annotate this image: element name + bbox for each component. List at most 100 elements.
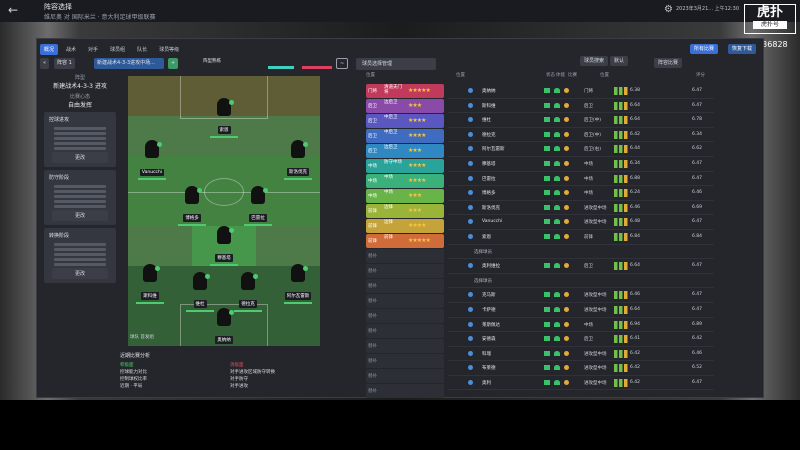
table-row[interactable]: 选择球员 <box>448 274 714 289</box>
toggle-button[interactable]: ~ <box>336 58 348 69</box>
instruction-edit-button[interactable]: 更改 <box>52 210 108 221</box>
tab-item[interactable]: 队长 <box>137 47 148 53</box>
role-slot[interactable]: 后卫 中后卫 ★★★★ <box>366 114 444 128</box>
role-slot[interactable]: 替补 <box>366 339 444 353</box>
pitch-player[interactable]: 德拉克 <box>228 272 268 312</box>
table-row[interactable]: 科瑞 进攻型中场 6.42 6.46 <box>448 347 714 362</box>
table-row[interactable]: 选择球员 <box>448 245 714 260</box>
role-slot[interactable]: 后卫 边后卫 ★★★ <box>366 99 444 113</box>
role-slot[interactable]: 前锋 边锋 ★★★ <box>366 204 444 218</box>
table-row[interactable]: Vanucchi 进攻型中场 6.48 6.47 <box>448 215 714 230</box>
role-slot[interactable]: 替补 <box>366 264 444 278</box>
role-stars: ★★★★ <box>408 132 426 139</box>
formation-select[interactable]: 阵容 1 <box>54 58 75 69</box>
role-slot[interactable]: 替补 <box>366 279 444 293</box>
table-row[interactable]: 奥利 进攻型中场 6.42 6.47 <box>448 376 714 391</box>
table-row[interactable]: 穆基塔 中场 6.34 6.47 <box>448 157 714 172</box>
role-slot[interactable]: 替补 <box>366 354 444 368</box>
role-slot[interactable]: 替补 <box>366 324 444 338</box>
pitch-player[interactable]: 巴雷拉 <box>238 186 278 226</box>
table-row[interactable]: 安德森 后卫 6.41 6.42 <box>448 332 714 347</box>
role-slot[interactable]: 中场 防守中场 ★★★★ <box>366 159 444 173</box>
column-header[interactable]: 位置 <box>366 73 375 78</box>
role-slot[interactable]: 前锋 边锋 ★★★★ <box>366 219 444 233</box>
pitch-player[interactable]: 阿尔瓦雷斯 <box>278 264 318 304</box>
table-row[interactable]: 索恩 前锋 6.84 6.84 <box>448 230 714 245</box>
all-matches-button[interactable]: 所有比赛 <box>690 44 719 54</box>
mentality-value[interactable]: 自由发挥 <box>67 102 92 109</box>
restore-button[interactable]: 恢复下载 <box>728 44 757 54</box>
role-key: 后卫 <box>368 104 377 109</box>
table-row[interactable]: 博格多 中场 6.24 6.46 <box>448 186 714 201</box>
role-slot[interactable]: 中场 中场 ★★★ <box>366 189 444 203</box>
role-slot[interactable]: 替补 <box>366 294 444 308</box>
table-row[interactable]: 斯洛伐克 进攻型中场 6.46 6.69 <box>448 201 714 216</box>
pitch-player[interactable]: 索恩 <box>204 98 244 138</box>
filter-button[interactable]: 默认 <box>610 56 629 66</box>
player-selector[interactable]: 球员选择管理 <box>356 58 436 70</box>
role-slot[interactable]: 后卫 中后卫 ★★★★ <box>366 129 444 143</box>
player-silhouette-icon <box>241 272 255 290</box>
column-header[interactable]: 位置 <box>600 73 609 78</box>
condition-icon <box>544 219 550 225</box>
table-row[interactable]: 巴雷拉 中场 6.88 6.47 <box>448 172 714 187</box>
morale-icon <box>564 321 569 327</box>
match-button[interactable]: 阵容比赛 <box>654 58 683 68</box>
role-slot[interactable]: 前锋 前锋 ★★★★★ <box>366 234 444 248</box>
column-header[interactable]: 评分 <box>696 73 705 78</box>
player-name: 维杜 <box>482 118 491 124</box>
table-row[interactable]: 卡萨德 进攻型中场 6.64 6.47 <box>448 303 714 318</box>
select-icon <box>468 321 473 327</box>
role-slot[interactable]: 替补 <box>366 369 444 383</box>
tactic-value[interactable]: 新建战术4-3-3 进攻 <box>53 83 107 90</box>
table-row[interactable]: 斯科维 后卫 6.64 6.47 <box>448 99 714 114</box>
pitch-player[interactable]: 维杜 <box>180 272 220 312</box>
instruction-line <box>54 142 106 145</box>
table-row[interactable]: 奥纳纳 门将 6.38 6.47 <box>448 84 714 99</box>
instruction-edit-button[interactable]: 更改 <box>52 152 108 163</box>
settings-icon[interactable]: ⚙ <box>664 4 673 15</box>
role-slot[interactable]: 后卫 边后卫 ★★★ <box>366 144 444 158</box>
table-row[interactable]: 克马斯 进攻型中场 6.46 6.47 <box>448 288 714 303</box>
role-slot[interactable]: 中场 中场 ★★★★ <box>366 174 444 188</box>
role-stars: ★★★ <box>408 102 422 109</box>
instruction-edit-button[interactable]: 更改 <box>52 268 108 279</box>
table-row[interactable]: 奥利维拉 后卫 6.64 6.47 <box>448 259 714 274</box>
column-header[interactable]: 位置 <box>456 73 465 78</box>
table-row[interactable]: 布莱德 进攻型中场 6.42 6.52 <box>448 361 714 376</box>
pitch-player[interactable]: 奥纳纳 <box>204 308 244 346</box>
column-header[interactable]: 状态 <box>546 73 555 78</box>
table-row[interactable]: 阿尔瓦雷斯 后卫(右) 6.44 6.62 <box>448 142 714 157</box>
back-chip[interactable]: « <box>40 58 50 69</box>
role-slot[interactable]: 门将 清道夫门将 ★★★★★ <box>366 84 444 98</box>
column-header[interactable]: 体能 <box>556 73 565 78</box>
tactic-select[interactable]: 新建战术4-3-3进攻中场... <box>94 58 164 69</box>
role-slot[interactable]: 替补 <box>366 249 444 263</box>
player-silhouette-icon <box>291 264 305 282</box>
player-name: 维杜 <box>193 300 207 308</box>
table-row[interactable]: 维杜 后卫(中) 6.64 6.78 <box>448 113 714 128</box>
pitch-player[interactable]: Vanucchi <box>132 140 172 180</box>
rating-value: 6.48 <box>630 219 641 225</box>
pitch-player[interactable]: 斯科维 <box>130 264 170 304</box>
pitch-player[interactable]: 斯洛伐克 <box>278 140 318 180</box>
column-header[interactable]: 比赛 <box>568 73 577 78</box>
watermark-main: 虎扑 <box>756 5 783 20</box>
fitness-icon <box>554 306 560 312</box>
table-row[interactable]: 德拉克 后卫(中) 6.42 6.34 <box>448 128 714 143</box>
role-slot[interactable]: 替补 <box>366 384 444 398</box>
status-badge <box>197 188 202 193</box>
tab-item[interactable]: 战术 <box>66 47 77 53</box>
tab-item[interactable]: 球员等级 <box>159 47 180 53</box>
table-row[interactable]: 莱斯佩达 中场 6.94 6.89 <box>448 318 714 333</box>
back-arrow-icon[interactable]: ← <box>8 3 19 17</box>
rating-value: 6.44 <box>630 146 641 152</box>
tab-item[interactable]: 概况 <box>40 44 59 55</box>
tab-item[interactable]: 对手 <box>88 47 99 53</box>
pitch-player[interactable]: 穆基塔 <box>204 226 244 266</box>
pitch-player[interactable]: 博格多 <box>172 186 212 226</box>
search-button[interactable]: 球员搜索 <box>580 56 609 66</box>
add-button[interactable]: + <box>168 58 179 69</box>
role-slot[interactable]: 替补 <box>366 309 444 323</box>
tab-item[interactable]: 球员组 <box>110 47 126 53</box>
